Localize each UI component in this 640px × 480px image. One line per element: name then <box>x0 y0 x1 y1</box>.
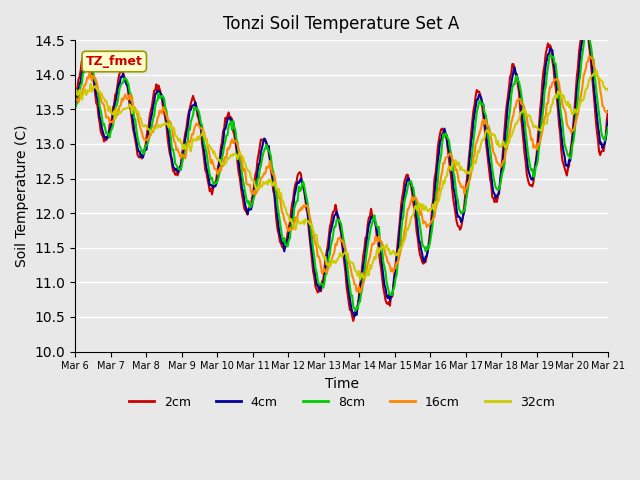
8cm <box>604 124 612 130</box>
32cm <box>237 152 244 157</box>
4cm <box>464 179 472 184</box>
32cm <box>71 91 79 97</box>
Text: TZ_fmet: TZ_fmet <box>86 55 143 68</box>
16cm <box>237 153 244 159</box>
2cm <box>464 168 472 173</box>
32cm <box>464 169 472 175</box>
2cm <box>296 169 304 175</box>
Line: 8cm: 8cm <box>75 31 608 311</box>
2cm <box>237 184 244 190</box>
16cm <box>556 89 564 95</box>
32cm <box>396 245 404 251</box>
2cm <box>396 216 404 222</box>
4cm <box>371 218 378 224</box>
4cm <box>580 25 588 31</box>
8cm <box>556 104 564 110</box>
16cm <box>464 181 472 187</box>
4cm <box>396 225 404 231</box>
32cm <box>356 277 364 283</box>
X-axis label: Time: Time <box>324 377 358 391</box>
8cm <box>71 106 79 112</box>
2cm <box>71 98 79 104</box>
8cm <box>296 188 304 194</box>
Line: 2cm: 2cm <box>75 24 608 321</box>
16cm <box>296 208 304 214</box>
Title: Tonzi Soil Temperature Set A: Tonzi Soil Temperature Set A <box>223 15 460 33</box>
4cm <box>351 313 358 319</box>
4cm <box>296 178 304 183</box>
4cm <box>71 104 79 110</box>
4cm <box>237 173 244 179</box>
16cm <box>71 97 79 103</box>
4cm <box>556 119 564 124</box>
Line: 16cm: 16cm <box>75 56 608 292</box>
2cm <box>556 131 564 136</box>
32cm <box>604 87 612 93</box>
Y-axis label: Soil Temperature (C): Soil Temperature (C) <box>15 125 29 267</box>
8cm <box>584 28 592 34</box>
8cm <box>237 159 244 165</box>
16cm <box>371 240 378 246</box>
8cm <box>464 187 472 192</box>
16cm <box>604 109 612 115</box>
32cm <box>296 221 304 227</box>
Line: 32cm: 32cm <box>75 71 608 280</box>
8cm <box>371 213 378 218</box>
32cm <box>556 91 564 97</box>
4cm <box>604 118 612 123</box>
Legend: 2cm, 4cm, 8cm, 16cm, 32cm: 2cm, 4cm, 8cm, 16cm, 32cm <box>124 391 559 414</box>
2cm <box>604 108 612 114</box>
16cm <box>356 289 364 295</box>
32cm <box>592 68 600 74</box>
16cm <box>396 251 404 256</box>
2cm <box>349 318 357 324</box>
8cm <box>396 245 404 251</box>
2cm <box>371 216 378 222</box>
8cm <box>351 308 359 313</box>
16cm <box>585 53 593 59</box>
32cm <box>371 254 378 260</box>
Line: 4cm: 4cm <box>75 28 608 316</box>
2cm <box>580 21 588 26</box>
